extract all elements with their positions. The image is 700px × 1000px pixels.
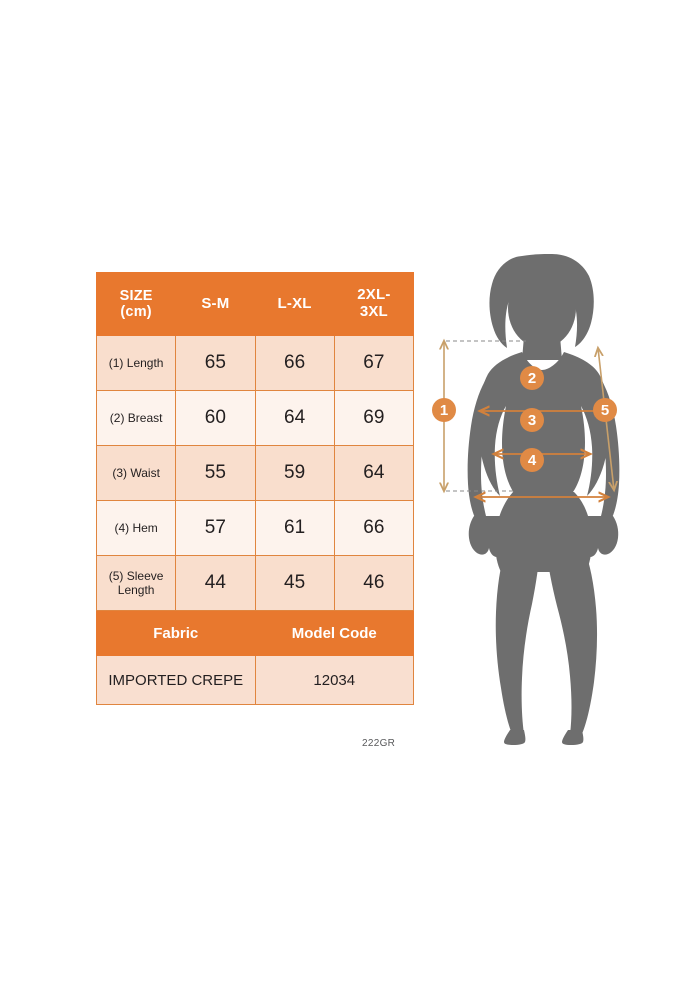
header-col-l-xl-line1: L-XL <box>277 294 312 312</box>
table-row: (3) Waist 55 59 64 <box>95 445 415 501</box>
cell-hem-l-xl: 61 <box>254 500 335 556</box>
table-row: (1) Length 65 66 67 <box>95 335 415 391</box>
size-chart-table: SIZE (cm) S-M L-XL 2XL- 3XL (1) Length 6… <box>95 272 415 705</box>
table-row: (2) Breast 60 64 69 <box>95 390 415 446</box>
cell-length-s-m: 65 <box>175 335 256 391</box>
header-size-line1: SIZE <box>119 287 153 304</box>
header-size-line2: (cm) <box>120 304 152 320</box>
badge-2-breast: 2 <box>520 366 544 390</box>
row-label-sleeve-line1: (5) Sleeve <box>108 568 164 583</box>
header-col-l-xl: L-XL <box>254 272 335 336</box>
fabric-value-row: IMPORTED CREPE 12034 <box>96 655 414 705</box>
badge-3-waist: 3 <box>520 408 544 432</box>
badge-3-label: 3 <box>528 412 536 429</box>
row-label-breast: (2) Breast <box>95 390 177 446</box>
cell-breast-s-m: 60 <box>175 390 256 446</box>
badge-5-sleeve-length: 5 <box>593 398 617 422</box>
header-col-s-m-line1: S-M <box>201 294 230 312</box>
header-col-2xl-3xl-line2: 3XL <box>359 303 388 320</box>
cell-breast-2xl-3xl: 69 <box>333 390 415 446</box>
table-row: (4) Hem 57 61 66 <box>95 500 415 556</box>
badge-4-label: 4 <box>528 452 537 469</box>
row-label-waist: (3) Waist <box>95 445 177 501</box>
cell-hem-2xl-3xl: 66 <box>333 500 415 556</box>
cell-waist-2xl-3xl: 64 <box>333 445 415 501</box>
cell-waist-l-xl: 59 <box>254 445 335 501</box>
cell-sleeve-2xl-3xl: 46 <box>333 555 415 611</box>
cell-hem-s-m: 57 <box>175 500 256 556</box>
badge-2-label: 2 <box>528 370 536 387</box>
header-col-2xl-3xl: 2XL- 3XL <box>333 272 415 336</box>
header-model-code: Model Code <box>254 610 414 656</box>
cell-sleeve-s-m: 44 <box>175 555 256 611</box>
badge-4-hem: 4 <box>520 448 544 472</box>
cell-breast-l-xl: 64 <box>254 390 335 446</box>
cell-model-code-value: 12034 <box>254 655 414 705</box>
table-header-row: SIZE (cm) S-M L-XL 2XL- 3XL <box>95 272 415 336</box>
row-label-length: (1) Length <box>95 335 177 391</box>
cell-length-2xl-3xl: 67 <box>333 335 415 391</box>
header-col-s-m: S-M <box>175 272 256 336</box>
badge-1-length: 1 <box>432 398 456 422</box>
female-silhouette-icon <box>467 254 620 745</box>
header-size-cm: SIZE (cm) <box>95 272 177 336</box>
table-row: (5) Sleeve Length 44 45 46 <box>95 555 415 611</box>
measure-1-length-guide <box>446 340 526 492</box>
badge-1-label: 1 <box>440 402 448 419</box>
watermark-label: 222GR <box>362 738 396 749</box>
cell-fabric-value: IMPORTED CREPE <box>96 655 256 705</box>
row-label-sleeve-line2: Length <box>117 583 155 597</box>
fabric-header-row: Fabric Model Code <box>96 610 414 656</box>
row-label-hem: (4) Hem <box>95 500 177 556</box>
row-label-sleeve-length: (5) Sleeve Length <box>95 555 177 611</box>
body-measurement-diagram: 1 2 3 4 5 <box>418 248 668 748</box>
badge-5-label: 5 <box>601 402 609 419</box>
header-fabric: Fabric <box>96 610 256 656</box>
cell-waist-s-m: 55 <box>175 445 256 501</box>
header-col-2xl-3xl-line1: 2XL- <box>357 286 391 304</box>
cell-sleeve-l-xl: 45 <box>254 555 335 611</box>
cell-length-l-xl: 66 <box>254 335 335 391</box>
